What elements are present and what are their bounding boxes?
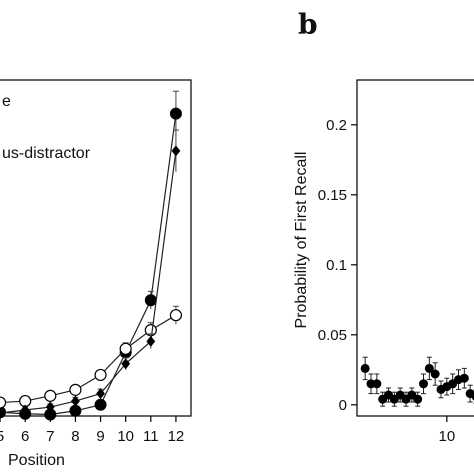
data-point	[45, 401, 55, 413]
data-point	[0, 407, 5, 419]
panel-a-frame	[0, 79, 192, 417]
data-point	[419, 379, 428, 389]
data-point	[430, 369, 440, 379]
series-3	[0, 129, 181, 419]
data-point	[424, 363, 434, 373]
panel-b-y-axis-title: Probability of First Recall	[293, 152, 310, 329]
data-point	[471, 392, 474, 401]
data-point	[372, 379, 382, 389]
data-point	[121, 358, 131, 370]
data-point	[69, 404, 82, 417]
series-line	[0, 150, 177, 414]
data-point	[144, 294, 157, 307]
data-point	[44, 389, 57, 402]
panel-a-series	[0, 90, 183, 421]
panel-b-y-tick-label: 0.05	[318, 327, 347, 344]
data-point	[119, 342, 132, 355]
panel-a-x-tick-label: 10	[117, 428, 134, 445]
data-point	[413, 394, 423, 404]
panel-a-x-tick-label: 9	[96, 428, 104, 445]
panel-a-x-tick-label: 12	[168, 428, 185, 445]
panel-a-x-tick-label: 5	[0, 428, 4, 445]
data-point	[169, 107, 182, 120]
panel-b-y-tick-label: 0	[339, 397, 347, 414]
panel-b-y-tick-label: 0.1	[326, 257, 347, 274]
panel-a-x-tick-label: 8	[71, 428, 79, 445]
data-point	[94, 368, 107, 382]
data-point	[459, 373, 469, 383]
data-point	[0, 396, 7, 409]
data-point	[360, 363, 370, 373]
panel-b-x-ticks: 10	[438, 416, 455, 445]
panel-a-x-tick-label: 7	[46, 428, 54, 445]
series-1	[0, 90, 182, 421]
panel-b-y-tick-label: 0.2	[326, 117, 347, 134]
data-point	[171, 145, 181, 157]
series-2	[0, 305, 183, 409]
panel-a-x-tick-label: 6	[21, 428, 29, 445]
data-point	[96, 388, 105, 400]
panel-b-frame	[356, 79, 474, 417]
panel-b-points	[360, 356, 474, 407]
panel-b-x-tick-label: 10	[438, 428, 455, 445]
legend-entry-2: us-distractor	[2, 145, 91, 162]
panel-a-x-tick-label: 11	[143, 428, 159, 445]
panel-b: b 0 0.05 0.1 0.15 0.2 10 Probability of Firs…	[293, 8, 474, 445]
data-point	[146, 335, 156, 347]
legend-entry-1: e	[2, 93, 11, 110]
data-point	[71, 395, 80, 407]
panel-a-x-ticks: 5 6 7 8 9 10 11 12	[0, 416, 184, 445]
data-point	[20, 404, 30, 416]
data-point	[69, 383, 82, 396]
panel-b-y-tick-label: 0.15	[318, 187, 347, 204]
data-point	[169, 309, 183, 322]
data-point	[94, 398, 107, 411]
panel-a: 5 6 7 8 9 10 11 12 e us-distractor Position	[0, 79, 192, 469]
panel-b-letter: b	[298, 8, 318, 41]
panel-b-y-ticks: 0 0.05 0.1 0.15 0.2	[318, 117, 357, 414]
panel-a-x-axis-title: Position	[8, 452, 65, 469]
